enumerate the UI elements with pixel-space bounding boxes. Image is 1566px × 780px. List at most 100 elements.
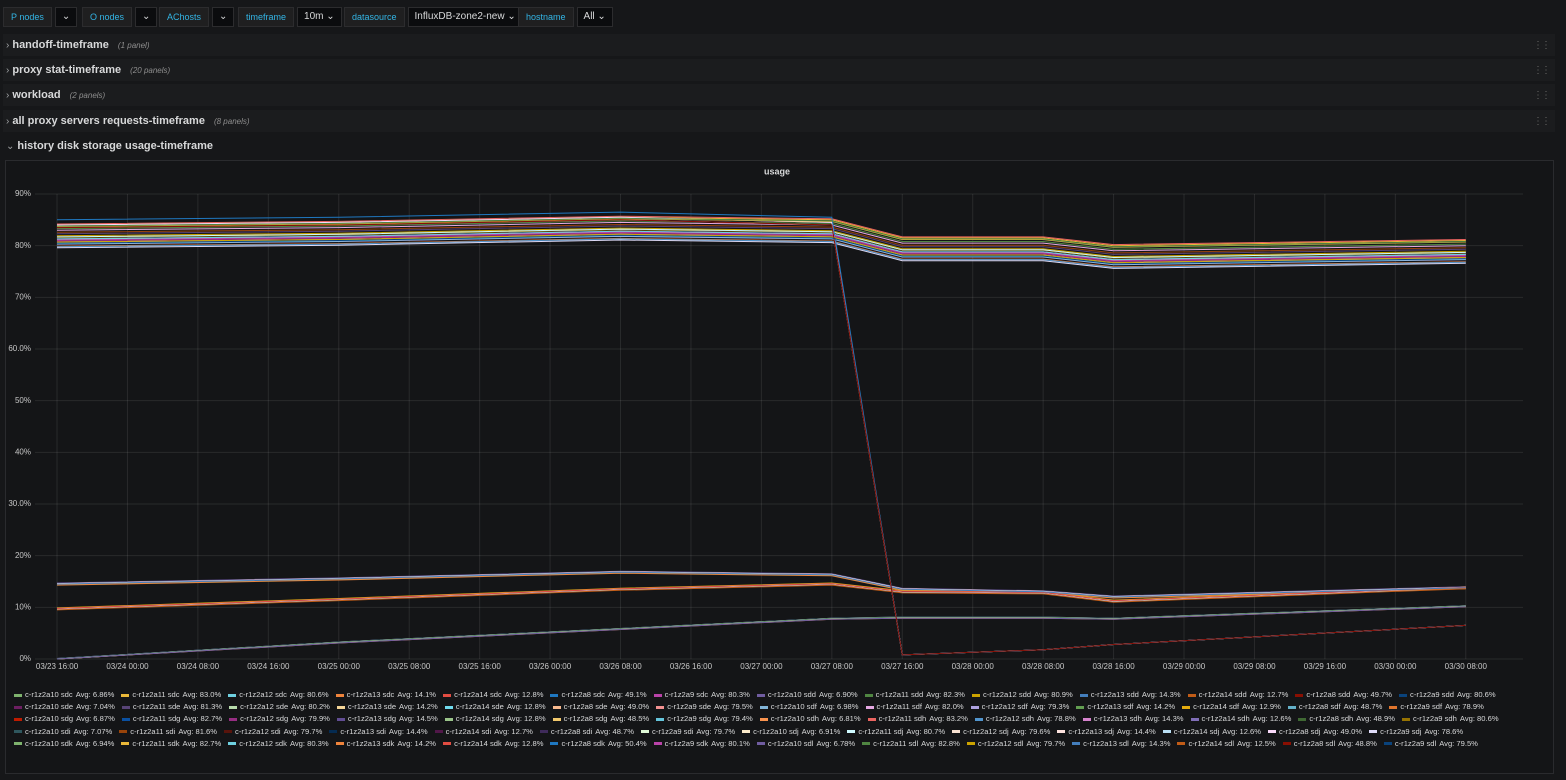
legend-item[interactable]: c-r1z2a8 sdg Avg: 48.5% xyxy=(552,713,649,725)
variable[interactable]: datasource InfluxDB-zone2-new ⌄ xyxy=(344,7,523,27)
legend-item[interactable]: c-r1z2a9 sde Avg: 79.5% xyxy=(656,701,753,713)
variable-dropdown[interactable]: ⌄ xyxy=(54,7,78,27)
legend-item[interactable]: c-r1z2a14 sdk Avg: 12.8% xyxy=(443,738,543,750)
legend-item[interactable]: c-r1z2a13 sdi Avg: 14.4% xyxy=(329,726,428,738)
legend-item[interactable]: c-r1z2a12 sde Avg: 80.2% xyxy=(229,701,330,713)
drag-handle[interactable]: ⋮⋮ xyxy=(1533,64,1551,76)
variable-value[interactable]: InfluxDB-zone2-new ⌄ xyxy=(407,7,523,27)
legend-item[interactable]: c-r1z2a9 sdh Avg: 80.6% xyxy=(1401,713,1499,725)
legend-item[interactable]: c-r1z2a13 sdf Avg: 14.2% xyxy=(1076,701,1175,713)
drag-handle[interactable]: ⋮⋮ xyxy=(1533,89,1551,101)
legend-item[interactable]: c-r1z2a8 sdk Avg: 50.4% xyxy=(550,738,647,750)
legend-item[interactable]: c-r1z2a9 sdl Avg: 79.5% xyxy=(1383,738,1478,750)
legend-item[interactable]: c-r1z2a10 sdl Avg: 6.78% xyxy=(756,738,855,750)
legend-avg: Avg: 12.6% xyxy=(1222,726,1261,736)
legend-item[interactable]: c-r1z2a12 sdh Avg: 78.8% xyxy=(974,713,1076,725)
legend-item[interactable]: c-r1z2a14 sdg Avg: 12.8% xyxy=(444,713,546,725)
legend-item[interactable]: c-r1z2a10 sdh Avg: 6.81% xyxy=(759,713,861,725)
series-line xyxy=(56,571,1466,598)
drag-handle[interactable]: ⋮⋮ xyxy=(1533,115,1551,127)
legend-item[interactable]: c-r1z2a11 sdi Avg: 81.6% xyxy=(119,726,217,738)
legend-item[interactable]: c-r1z2a8 sde Avg: 49.0% xyxy=(552,701,649,713)
legend-item[interactable]: c-r1z2a10 sdg Avg: 6.87% xyxy=(14,713,115,725)
legend-item[interactable]: c-r1z2a10 sdf Avg: 6.98% xyxy=(759,701,859,713)
legend-item[interactable]: c-r1z2a11 sdh Avg: 83.2% xyxy=(867,713,968,725)
legend-item[interactable]: c-r1z2a12 sdd Avg: 80.9% xyxy=(971,689,1073,701)
variable[interactable]: hostname All ⌄ xyxy=(518,7,613,27)
legend-item[interactable]: c-r1z2a12 sdc Avg: 80.6% xyxy=(228,689,329,701)
legend-item[interactable]: c-r1z2a14 sde Avg: 12.8% xyxy=(444,701,546,713)
drag-handle[interactable]: ⋮⋮ xyxy=(1533,39,1551,51)
legend-item[interactable]: c-r1z2a14 sdd Avg: 12.7% xyxy=(1187,689,1288,701)
legend-item[interactable]: c-r1z2a11 sdk Avg: 82.7% xyxy=(121,738,221,750)
legend-avg: Avg: 80.6% xyxy=(1459,714,1499,724)
variable-dropdown[interactable]: ⌄ xyxy=(135,7,158,27)
legend-item[interactable]: c-r1z2a11 sdf Avg: 82.0% xyxy=(865,701,964,713)
variable[interactable]: P nodes ⌄ xyxy=(3,7,78,27)
legend-item[interactable]: c-r1z2a8 sdc Avg: 49.1% xyxy=(550,689,647,701)
legend-item[interactable]: c-r1z2a13 sdk Avg: 14.2% xyxy=(335,738,436,750)
legend-item[interactable]: c-r1z2a10 sdk Avg: 6.94% xyxy=(14,738,114,750)
legend-item[interactable]: c-r1z2a14 sdj Avg: 12.6% xyxy=(1162,726,1261,738)
legend-item[interactable]: c-r1z2a12 sdi Avg: 79.7% xyxy=(224,726,322,738)
legend-item[interactable]: c-r1z2a9 sdg Avg: 79.4% xyxy=(656,713,753,725)
legend-item[interactable]: c-r1z2a8 sdf Avg: 48.7% xyxy=(1287,701,1382,713)
legend-name: c-r1z2a11 sdd xyxy=(875,690,924,699)
legend-avg: Avg: 79.3% xyxy=(1030,702,1070,712)
variable[interactable]: timeframe 10m ⌄ xyxy=(238,7,342,27)
legend-avg: Avg: 80.1% xyxy=(711,738,750,748)
legend-item[interactable]: c-r1z2a10 sdi Avg: 7.07% xyxy=(14,726,112,738)
legend-item[interactable]: c-r1z2a13 sdj Avg: 14.4% xyxy=(1057,726,1156,738)
row-header[interactable]: › workload (2 panels) ⋮⋮ xyxy=(3,84,1555,106)
legend-item[interactable]: c-r1z2a9 sdi Avg: 79.7% xyxy=(641,726,735,738)
legend-item[interactable]: c-r1z2a14 sdf Avg: 12.9% xyxy=(1182,701,1281,713)
legend-item[interactable]: c-r1z2a8 sdj Avg: 49.0% xyxy=(1268,726,1362,738)
row-header[interactable]: › handoff-timeframe (1 panel) ⋮⋮ xyxy=(3,34,1555,56)
row-header[interactable]: ⌄ history disk storage usage-timeframe xyxy=(3,135,1555,157)
legend-item[interactable]: c-r1z2a9 sdd Avg: 80.6% xyxy=(1399,689,1496,701)
legend-item[interactable]: c-r1z2a8 sdd Avg: 49.7% xyxy=(1295,689,1392,701)
legend-item[interactable]: c-r1z2a9 sdc Avg: 80.3% xyxy=(653,689,750,701)
variable-value[interactable]: 10m ⌄ xyxy=(297,7,342,27)
legend-item[interactable]: c-r1z2a9 sdk Avg: 80.1% xyxy=(653,738,750,750)
row-header[interactable]: › all proxy servers requests-timeframe (8 … xyxy=(3,110,1555,132)
legend-item[interactable]: c-r1z2a12 sdf Avg: 79.3% xyxy=(970,701,1070,713)
legend-item[interactable]: c-r1z2a13 sdh Avg: 14.3% xyxy=(1082,713,1184,725)
legend-item[interactable]: c-r1z2a11 sdl Avg: 82.8% xyxy=(862,738,960,750)
legend-item[interactable]: c-r1z2a14 sdc Avg: 12.8% xyxy=(443,689,543,701)
row-header[interactable]: › proxy stat-timeframe (20 panels) ⋮⋮ xyxy=(3,59,1555,81)
variable[interactable]: AChosts ⌄ xyxy=(159,7,235,27)
legend-item[interactable]: c-r1z2a14 sdl Avg: 12.5% xyxy=(1177,738,1276,750)
legend-item[interactable]: c-r1z2a12 sdg Avg: 79.9% xyxy=(229,713,330,725)
legend-item[interactable]: c-r1z2a11 sdc Avg: 83.0% xyxy=(121,689,221,701)
legend-item[interactable]: c-r1z2a10 sdc Avg: 6.86% xyxy=(14,689,114,701)
x-tick-label: 03/27 16:00 xyxy=(881,662,924,671)
legend-item[interactable]: c-r1z2a13 sdg Avg: 14.5% xyxy=(336,713,438,725)
legend-item[interactable]: c-r1z2a11 sdd Avg: 82.3% xyxy=(864,689,965,701)
legend-item[interactable]: c-r1z2a9 sdf Avg: 78.9% xyxy=(1389,701,1484,713)
legend-item[interactable]: c-r1z2a10 sdd Avg: 6.90% xyxy=(756,689,858,701)
legend-item[interactable]: c-r1z2a13 sdc Avg: 14.1% xyxy=(335,689,436,701)
legend-item[interactable]: c-r1z2a12 sdk Avg: 80.3% xyxy=(228,738,329,750)
legend-item[interactable]: c-r1z2a11 sdj Avg: 80.7% xyxy=(847,726,945,738)
legend-item[interactable]: c-r1z2a10 sde Avg: 7.04% xyxy=(14,701,115,713)
legend-item[interactable]: c-r1z2a11 sde Avg: 81.3% xyxy=(121,701,222,713)
variable-dropdown[interactable]: ⌄ xyxy=(212,7,235,27)
legend-item[interactable]: c-r1z2a13 sdd Avg: 14.3% xyxy=(1079,689,1181,701)
legend-item[interactable]: c-r1z2a14 sdi Avg: 12.7% xyxy=(434,726,533,738)
variable[interactable]: O nodes ⌄ xyxy=(82,7,158,27)
legend-item[interactable]: c-r1z2a12 sdj Avg: 79.6% xyxy=(952,726,1050,738)
legend-item[interactable]: c-r1z2a12 sdl Avg: 79.7% xyxy=(966,738,1065,750)
legend-item[interactable]: c-r1z2a14 sdh Avg: 12.6% xyxy=(1190,713,1291,725)
legend-avg: Avg: 6.98% xyxy=(819,702,859,712)
variable-value[interactable]: All ⌄ xyxy=(576,7,613,27)
legend-item[interactable]: c-r1z2a13 sdl Avg: 14.3% xyxy=(1072,738,1170,750)
legend-item[interactable]: c-r1z2a11 sdg Avg: 82.7% xyxy=(121,713,222,725)
legend-item[interactable]: c-r1z2a8 sdh Avg: 48.9% xyxy=(1298,713,1395,725)
legend-item[interactable]: c-r1z2a9 sdj Avg: 78.6% xyxy=(1369,726,1463,738)
legend-item[interactable]: c-r1z2a13 sde Avg: 14.2% xyxy=(336,701,438,713)
legend-item[interactable]: c-r1z2a8 sdi Avg: 48.7% xyxy=(539,726,634,738)
x-tick-label: 03/26 00:00 xyxy=(529,662,572,671)
legend-item[interactable]: c-r1z2a10 sdj Avg: 6.91% xyxy=(742,726,840,738)
legend-item[interactable]: c-r1z2a8 sdl Avg: 48.8% xyxy=(1282,738,1377,750)
